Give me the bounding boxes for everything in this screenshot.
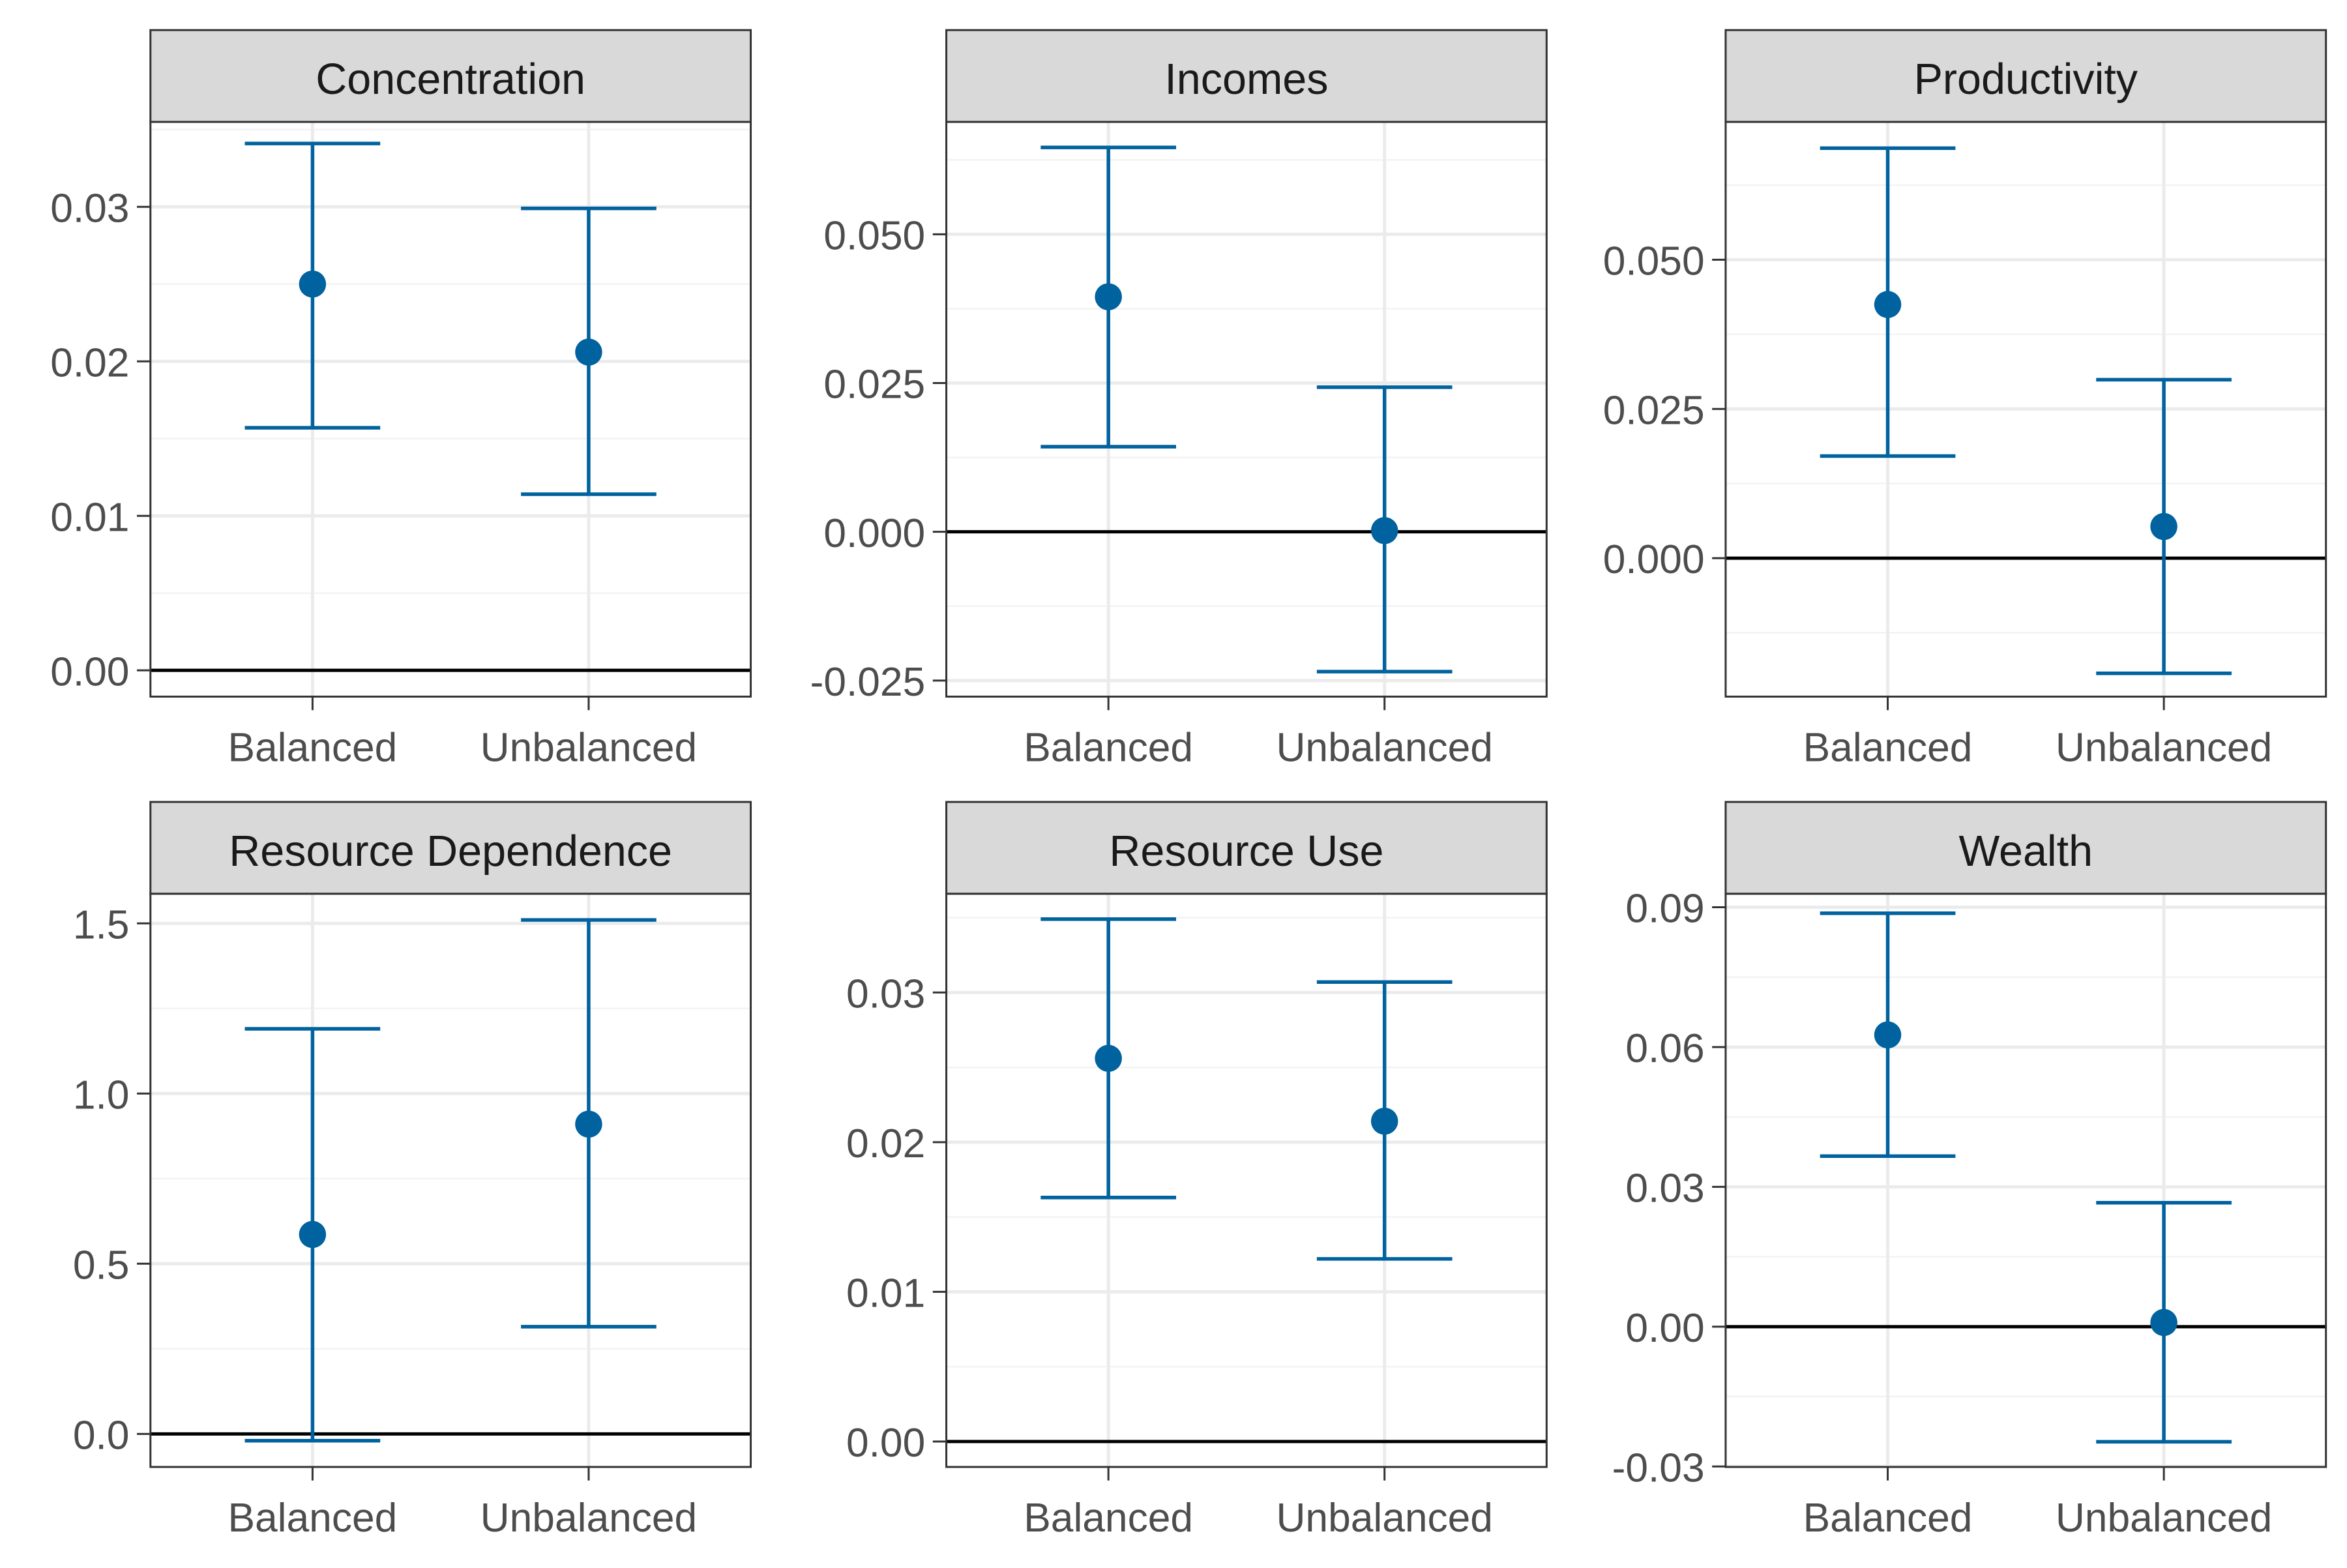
estimate-point (1874, 291, 1902, 318)
strip-background (945, 801, 1548, 895)
x-tick-label: Balanced (1024, 726, 1193, 771)
y-tick-label: 0.025 (823, 362, 925, 407)
x-tick-label: Balanced (228, 726, 397, 771)
y-tick-label: 0.0 (73, 1413, 130, 1458)
estimate-point (1095, 283, 1122, 310)
y-tick-label: 0.025 (1603, 388, 1705, 433)
x-tick-label: Unbalanced (1276, 726, 1493, 771)
y-tick-label: 0.03 (1625, 1166, 1704, 1211)
facet-panel: Resource Use 0.00 0.01 0.02 0.03 Balanced Unba… (846, 801, 1548, 1541)
x-tick-label: Unbalanced (480, 1496, 698, 1541)
facet-panel: Productivity 0.000 0.025 0.050 Balanced Unbal… (1603, 29, 2327, 771)
x-tick-label: Balanced (1024, 1496, 1193, 1541)
y-tick-label: 0.000 (823, 511, 925, 556)
y-tick-label: 0.02 (50, 340, 129, 385)
estimate-point (2150, 512, 2177, 540)
y-tick-label: 0.03 (50, 186, 129, 231)
y-tick-label: 0.01 (50, 495, 129, 540)
estimate-point (299, 1220, 327, 1249)
facet-panel: Incomes -0.025 0.000 0.025 0.050 Balanced Unba… (810, 29, 1548, 771)
y-tick-label: 1.5 (73, 902, 130, 947)
panel-title: Incomes (1164, 55, 1328, 104)
strip-background (149, 29, 752, 123)
strip-background (1724, 29, 2327, 123)
y-tick-label: 0.02 (846, 1121, 925, 1166)
panel-title: Resource Use (1109, 827, 1383, 876)
panel-background (946, 121, 1547, 697)
strip-background (149, 801, 752, 895)
x-tick-label: Unbalanced (1276, 1496, 1493, 1541)
panel-title: Resource Dependence (229, 827, 672, 876)
strip-background (1724, 801, 2327, 895)
strip-background (945, 29, 1548, 123)
y-tick-label: -0.025 (810, 660, 926, 705)
y-tick-label: 0.00 (1625, 1306, 1704, 1351)
y-tick-label: 0.00 (846, 1421, 925, 1466)
y-tick-label: 0.09 (1625, 887, 1704, 932)
y-tick-label: 0.050 (823, 213, 925, 258)
estimate-point (1370, 517, 1398, 544)
y-tick-label: 0.5 (73, 1243, 130, 1288)
estimate-point (575, 1110, 602, 1138)
estimate-point (1874, 1021, 1902, 1049)
x-tick-label: Balanced (1803, 1496, 1973, 1541)
x-tick-label: Unbalanced (2056, 726, 2273, 771)
panel-title: Concentration (316, 55, 585, 104)
x-tick-label: Unbalanced (2056, 1496, 2273, 1541)
panel-background (946, 893, 1547, 1467)
x-tick-label: Balanced (228, 1496, 397, 1541)
panel-background (150, 121, 751, 697)
estimate-point (1095, 1044, 1122, 1072)
y-tick-label: 1.0 (73, 1072, 130, 1117)
y-tick-label: 0.050 (1603, 239, 1705, 284)
y-tick-label: -0.03 (1612, 1445, 1705, 1490)
estimate-point (2150, 1309, 2177, 1337)
estimate-point (299, 270, 327, 298)
estimate-point (575, 338, 602, 366)
panel-title: Wealth (1958, 827, 2093, 876)
panel-background (1725, 893, 2326, 1467)
x-tick-label: Unbalanced (480, 726, 698, 771)
facet-panel: Concentration 0.00 0.01 0.02 0.03 Balanced Unb… (50, 29, 752, 771)
estimate-point (1370, 1107, 1398, 1135)
panel-background (150, 893, 751, 1467)
y-tick-label: 0.06 (1625, 1026, 1704, 1071)
y-tick-label: 0.03 (846, 971, 925, 1016)
facet-panel: Wealth -0.03 0.00 0.03 0.06 0.09 Balanced Unbal… (1612, 801, 2327, 1541)
facet-panel: Resource Dependence 0.0 0.5 1.0 1.5 Balanced U… (73, 801, 752, 1541)
x-tick-label: Balanced (1803, 726, 1973, 771)
y-tick-label: 0.000 (1603, 537, 1705, 582)
panel-title: Productivity (1914, 55, 2138, 104)
y-tick-label: 0.00 (50, 649, 129, 694)
y-tick-label: 0.01 (846, 1271, 925, 1316)
